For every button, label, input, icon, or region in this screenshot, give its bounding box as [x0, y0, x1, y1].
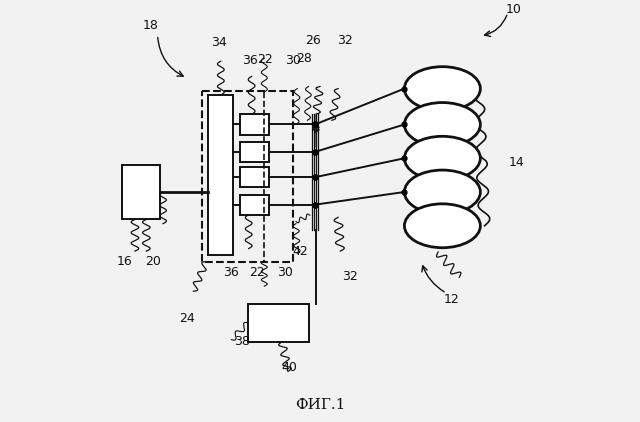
Text: 42: 42 [292, 245, 308, 257]
Text: 20: 20 [145, 255, 161, 268]
FancyBboxPatch shape [122, 165, 159, 219]
Text: 10: 10 [506, 3, 521, 16]
Text: 32: 32 [342, 270, 357, 283]
FancyBboxPatch shape [240, 195, 269, 215]
Text: 36: 36 [243, 54, 259, 67]
FancyBboxPatch shape [240, 167, 269, 187]
Ellipse shape [404, 103, 481, 146]
Text: 12: 12 [444, 293, 460, 306]
Ellipse shape [404, 170, 481, 214]
Ellipse shape [404, 204, 481, 248]
Ellipse shape [404, 67, 481, 111]
FancyBboxPatch shape [248, 304, 310, 342]
Text: 30: 30 [278, 266, 293, 279]
Text: 36: 36 [223, 266, 239, 279]
FancyBboxPatch shape [208, 95, 234, 255]
Text: 30: 30 [285, 54, 301, 67]
Text: 26: 26 [305, 34, 321, 46]
Text: 40: 40 [282, 361, 298, 373]
Text: 34: 34 [211, 36, 227, 49]
Text: 38: 38 [234, 335, 250, 348]
Text: 28: 28 [296, 52, 312, 65]
Text: 18: 18 [143, 19, 158, 32]
Text: 22: 22 [257, 53, 273, 65]
Text: 24: 24 [179, 312, 195, 325]
Text: 32: 32 [337, 34, 353, 46]
Text: 16: 16 [117, 255, 133, 268]
Text: 14: 14 [508, 156, 524, 169]
Text: 22: 22 [249, 266, 264, 279]
FancyBboxPatch shape [240, 142, 269, 162]
FancyBboxPatch shape [240, 114, 269, 135]
Text: ФИГ.1: ФИГ.1 [295, 398, 345, 412]
Ellipse shape [404, 136, 481, 180]
